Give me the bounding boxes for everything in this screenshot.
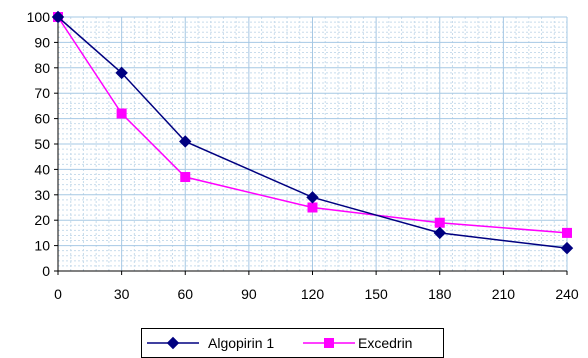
y-tick-label: 40 (34, 161, 50, 177)
legend-label: Excedrin (358, 335, 412, 351)
x-tick-label: 210 (492, 286, 516, 302)
y-tick-label: 50 (34, 136, 50, 152)
legend-label: Algopirin 1 (208, 335, 274, 351)
x-tick-label: 90 (241, 286, 257, 302)
legend-swatch-marker (324, 338, 334, 348)
y-tick-label: 0 (42, 263, 50, 279)
y-tick-label: 90 (34, 34, 50, 50)
y-tick-label: 20 (34, 212, 50, 228)
data-point (115, 66, 128, 80)
data-point (306, 191, 319, 204)
x-tick-label: 180 (428, 286, 452, 302)
series-algopirin-1 (51, 10, 574, 255)
axes: 0 10 20 30 40 50 60 70 80 90 100 0 30 60 90 120 150 180 21… (27, 9, 579, 302)
y-tick-label: 100 (27, 9, 51, 25)
data-point (433, 226, 446, 240)
legend-swatch-marker (166, 336, 180, 350)
x-tick-label: 30 (114, 286, 130, 302)
y-tick-label: 80 (34, 60, 50, 76)
data-point (180, 172, 191, 183)
y-tick-label: 30 (34, 187, 50, 203)
series-line (57, 16, 568, 234)
data-point (562, 227, 572, 238)
data-point (560, 241, 574, 255)
y-tick-label: 60 (34, 111, 50, 127)
series-group (51, 10, 574, 255)
data-point (434, 217, 445, 228)
x-tick-label: 60 (177, 286, 193, 302)
legend-entry: Algopirin 1 (147, 335, 274, 351)
x-tick-label: 0 (54, 286, 62, 302)
data-point (116, 108, 127, 119)
legend-entry: Excedrin (303, 335, 412, 351)
x-tick-label: 120 (301, 286, 325, 302)
y-tick-label: 70 (34, 85, 50, 101)
data-point (51, 10, 65, 24)
y-tick-label: 10 (34, 238, 50, 254)
x-tick-label: 150 (364, 286, 388, 302)
data-point (307, 202, 318, 213)
legend: Algopirin 1 Excedrin (141, 328, 444, 358)
x-tick-label: 240 (555, 286, 579, 302)
gridlines (58, 16, 568, 271)
data-point (179, 135, 192, 148)
series-line (57, 16, 568, 249)
